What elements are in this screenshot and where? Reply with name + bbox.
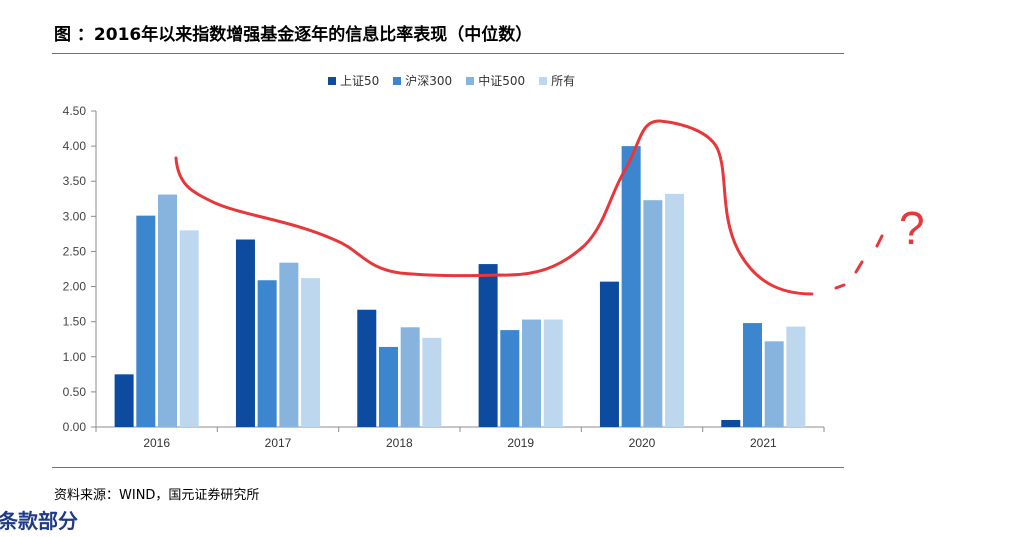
y-tick-label: 1.00 [63, 350, 87, 364]
legend-item-all: 所有 [539, 72, 575, 89]
bar [235, 239, 255, 427]
annotation-question-mark: ? [899, 202, 925, 254]
bar [543, 319, 563, 427]
legend-swatch-zz500 [466, 76, 475, 85]
x-tick-label: 2018 [386, 436, 413, 450]
bar [786, 326, 806, 427]
bar [599, 281, 619, 427]
bar [500, 330, 520, 427]
bar [301, 278, 321, 427]
x-tick-label: 2017 [265, 436, 292, 450]
x-tick-label: 2019 [507, 436, 534, 450]
bar [665, 193, 685, 427]
chart-legend: 上证50 沪深300 中证500 所有 [328, 72, 575, 89]
legend-swatch-sz50 [328, 76, 336, 85]
x-tick-label: 2021 [750, 436, 777, 450]
annotation-dash [875, 234, 884, 248]
legend-label-hs300: 沪深300 [405, 74, 453, 88]
y-tick-label: 3.50 [63, 174, 87, 188]
y-tick-label: 1.50 [63, 315, 87, 329]
y-tick-label: 0.50 [63, 385, 87, 399]
legend-label-zz500: 中证500 [478, 74, 526, 88]
annotation-dash [834, 283, 846, 290]
bar [643, 200, 663, 427]
bar [158, 194, 178, 427]
chart-title: 图 ：2016年以来指数增强基金逐年的信息比率表现（中位数） [54, 25, 533, 45]
bottom-divider [52, 467, 844, 468]
y-tick-label: 4.00 [63, 139, 87, 153]
legend-swatch-all [539, 76, 548, 85]
bar [400, 327, 420, 427]
source-note: 资料来源：WIND，国元证券研究所 [54, 488, 260, 503]
bar [357, 309, 377, 427]
bar [742, 323, 762, 427]
bar [621, 146, 641, 427]
legend-item-zz500: 中证500 [466, 72, 525, 89]
bar [478, 264, 498, 427]
bar [378, 346, 398, 427]
bar [721, 419, 741, 427]
top-divider [52, 53, 844, 54]
x-tick-label: 2016 [143, 436, 170, 450]
annotation-dash [854, 260, 864, 274]
y-tick-label: 2.50 [63, 244, 87, 258]
legend-item-hs300: 沪深300 [393, 72, 452, 89]
legend-label-sz50: 上证50 [340, 74, 380, 88]
legend-item-sz50: 上证50 [328, 72, 379, 89]
x-tick-label: 2020 [629, 436, 656, 450]
annotation-curve [174, 119, 814, 296]
bar [279, 262, 299, 427]
y-tick-label: 3.00 [63, 209, 87, 223]
bar [179, 230, 199, 427]
legend-label-all: 所有 [551, 74, 576, 88]
legend-swatch-hs300 [393, 76, 402, 85]
y-tick-label: 0.00 [63, 420, 87, 434]
bar [114, 374, 134, 427]
bar [764, 341, 784, 427]
y-tick-label: 2.00 [63, 280, 87, 294]
bar [136, 215, 156, 427]
section-heading: 条款部分 [0, 509, 78, 533]
bar [422, 337, 442, 427]
bar [522, 319, 542, 427]
bar [257, 280, 277, 427]
y-tick-label: 4.50 [63, 104, 87, 118]
